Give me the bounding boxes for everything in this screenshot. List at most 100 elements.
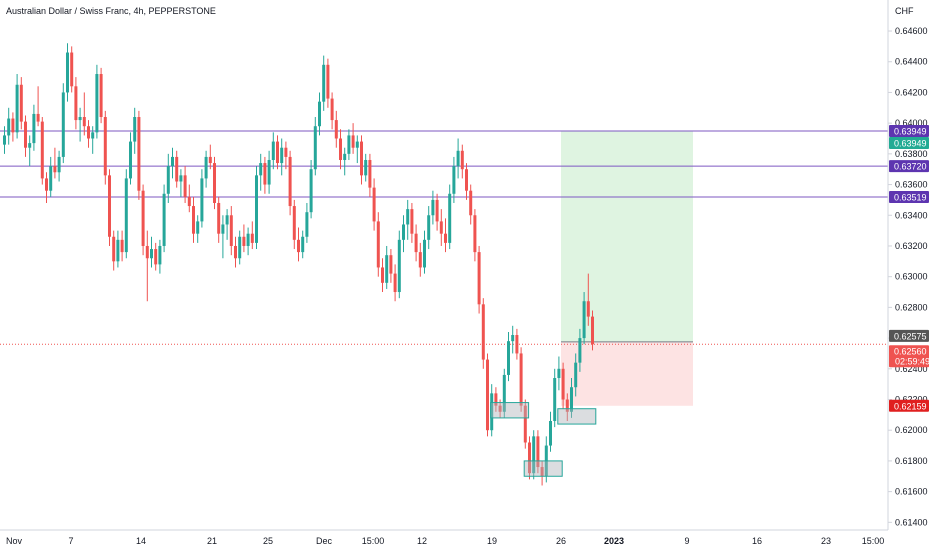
candle-body [221, 224, 225, 234]
candle-body [87, 126, 90, 139]
candle-body [423, 239, 426, 268]
candle-body [154, 249, 158, 265]
level-badge-label: 0.63720 [894, 162, 927, 172]
candle-body [95, 74, 99, 133]
level-lines [0, 130, 888, 345]
candle-body [481, 304, 485, 360]
candle-body [57, 156, 61, 173]
candle-body [74, 86, 78, 121]
candle-body [53, 166, 57, 173]
y-tick-label: 0.63000 [895, 272, 928, 282]
candle-body [280, 147, 284, 164]
candle-body [448, 193, 452, 243]
y-axis-ticks: 0.64600 0.64400 0.64200 0.64000 0.63800 0.636… [888, 26, 928, 527]
candle-body [267, 159, 271, 185]
candle-body [397, 239, 401, 293]
candle-body [271, 141, 275, 160]
candle-body [334, 120, 338, 139]
candle-body [108, 175, 111, 237]
candle-body [389, 255, 393, 274]
candle-body [486, 359, 489, 431]
candle-body [410, 209, 414, 234]
candle-body [288, 156, 292, 207]
x-tick-label: Dec [316, 536, 333, 546]
candle-body [586, 301, 590, 317]
candle-body [91, 132, 95, 139]
candle-body [66, 52, 69, 93]
y-tick-label: 0.62800 [895, 302, 928, 312]
price-badge-label: 0.62575 [894, 331, 927, 341]
candle-body [45, 178, 48, 191]
candle-body [103, 117, 107, 176]
candle-body [3, 135, 6, 145]
candle-body [7, 118, 11, 136]
candle-body [162, 193, 166, 246]
candle-body [129, 141, 132, 179]
candle-body [343, 153, 347, 160]
candle-body [540, 467, 544, 477]
candle-body [565, 399, 569, 412]
candle-body [431, 199, 435, 216]
candle-body [150, 249, 153, 259]
candle-body [376, 221, 380, 268]
candle-body [385, 255, 389, 283]
candle-body [477, 252, 481, 305]
x-tick-label: 16 [752, 536, 762, 546]
candle-body [557, 368, 561, 379]
candle-body [507, 341, 510, 375]
candle-body [171, 156, 174, 167]
candle-body [574, 362, 578, 388]
candle-body [11, 118, 15, 133]
price-badge [889, 329, 929, 342]
y-tick-label: 0.63800 [895, 149, 928, 159]
x-tick-label: 23 [821, 536, 831, 546]
price-badge [889, 136, 929, 149]
countdown-label: 02:59:49 [895, 357, 930, 367]
x-tick-label: 9 [684, 536, 689, 546]
level-badge [889, 160, 929, 173]
candle-body [200, 178, 204, 222]
position-zones [561, 130, 693, 406]
marked-zone-box [523, 460, 563, 477]
marked-zones [490, 402, 597, 477]
candle-body [494, 393, 498, 406]
candle-body [99, 74, 103, 118]
candle-body [259, 163, 263, 176]
candle-body [452, 166, 456, 194]
y-tick-label: 0.61400 [895, 517, 928, 527]
candle-body [120, 239, 124, 253]
candle-body [368, 159, 372, 188]
candle-body [36, 113, 40, 122]
x-tick-label: 15:00 [362, 536, 385, 546]
candle-body [498, 405, 502, 412]
candle-body [549, 420, 552, 446]
candle-body [32, 113, 36, 144]
y-tick-label: 0.64600 [895, 26, 928, 36]
marked-zone-box [490, 402, 530, 419]
x-tick-label: 14 [136, 536, 146, 546]
candle-body [456, 150, 460, 167]
candle-body [255, 175, 258, 243]
candle-body [112, 236, 116, 262]
candle-body [284, 147, 288, 157]
candle-body [326, 64, 330, 99]
candle-body [82, 117, 86, 127]
candle-body [276, 141, 279, 164]
candle-body [187, 196, 191, 207]
candle-body [460, 150, 464, 170]
candle-body [234, 245, 237, 259]
price-badge-label: 0.62159 [894, 401, 927, 411]
candle-body [360, 141, 363, 176]
candle-body [246, 233, 250, 246]
candle-body [528, 442, 531, 474]
candle-body [61, 92, 65, 157]
price-badge-label: 0.62560 [894, 347, 927, 357]
candle-body [570, 387, 573, 412]
candle-body [225, 215, 229, 225]
price-badge-label: 0.63949 [894, 138, 927, 148]
x-tick-label: 19 [487, 536, 497, 546]
marked-zone-box [557, 408, 597, 425]
candle-body [355, 141, 359, 148]
